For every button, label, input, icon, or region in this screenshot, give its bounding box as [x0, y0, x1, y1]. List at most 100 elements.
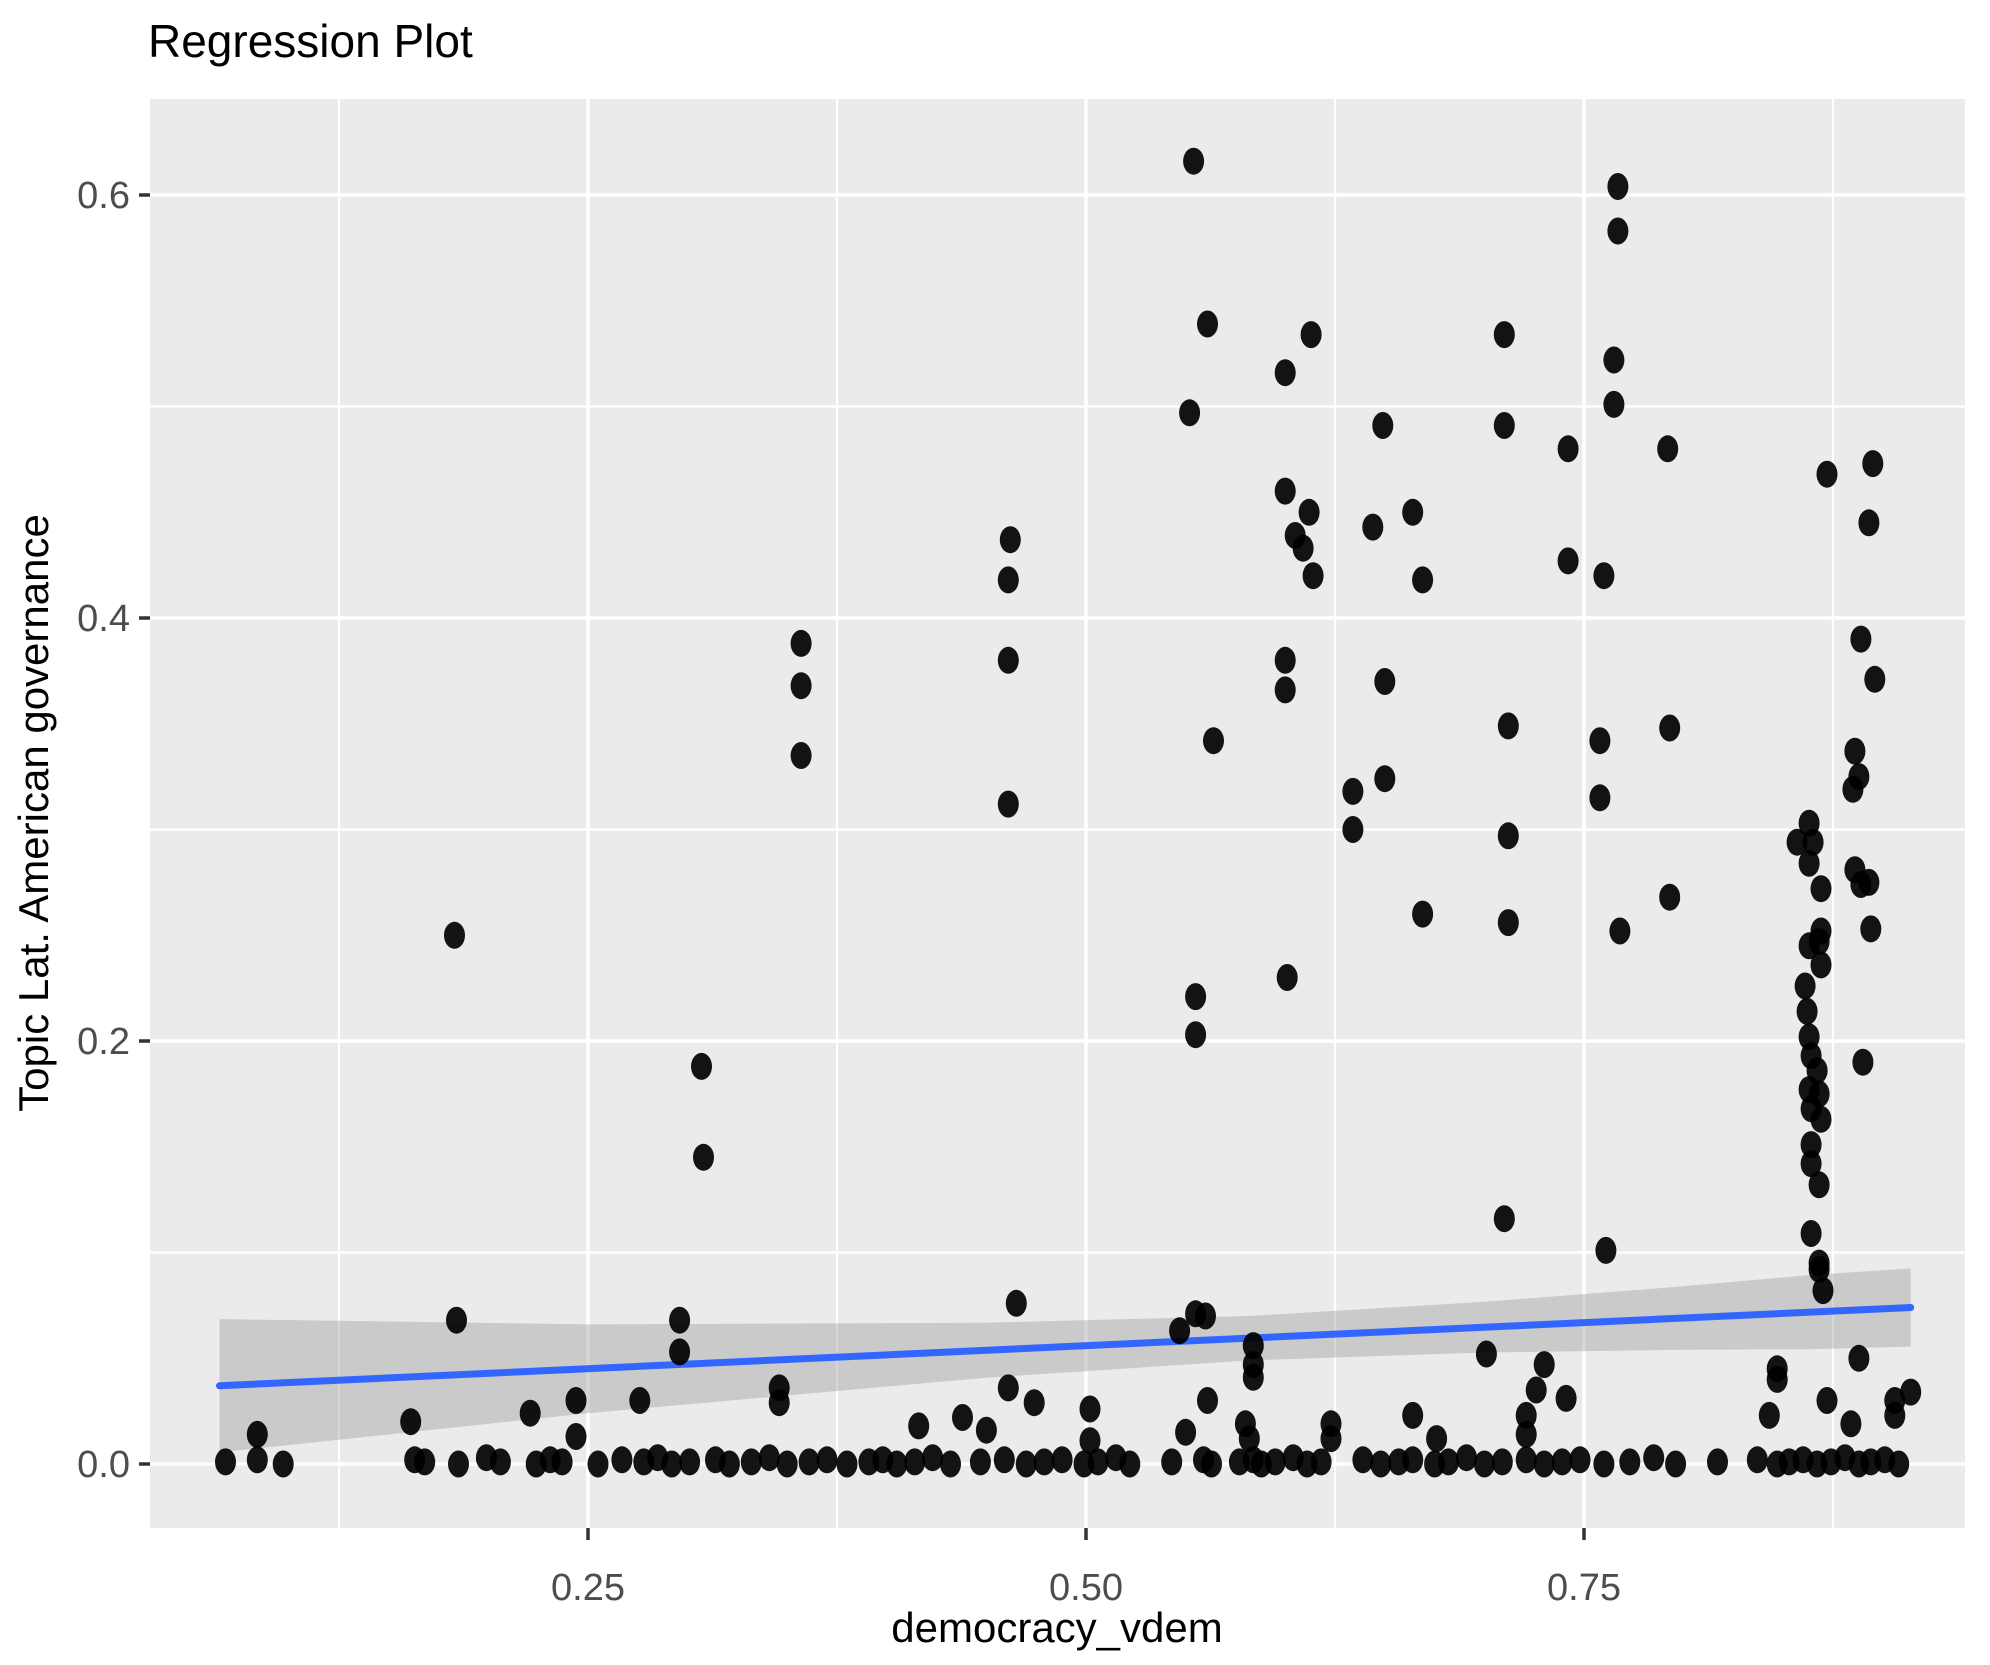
data-point	[1603, 390, 1625, 418]
data-point	[1593, 562, 1615, 590]
data-point	[1842, 775, 1864, 803]
data-point	[414, 1448, 436, 1476]
data-point	[1888, 1450, 1910, 1478]
data-point	[629, 1387, 651, 1414]
data-point	[1402, 1446, 1424, 1474]
data-point	[1884, 1401, 1906, 1429]
data-point	[1844, 737, 1866, 765]
data-point	[886, 1450, 908, 1478]
data-point	[1473, 1450, 1495, 1478]
minor-gridlines	[150, 99, 1965, 1528]
data-point	[1242, 1363, 1264, 1391]
x-tick-label: 0.25	[551, 1567, 625, 1609]
data-point	[1746, 1446, 1768, 1474]
data-point	[669, 1338, 691, 1366]
data-point	[551, 1448, 573, 1476]
data-point	[1800, 1150, 1822, 1178]
y-tick-label: 0.4	[77, 598, 130, 640]
data-point	[1850, 625, 1872, 653]
data-point	[1525, 1376, 1547, 1404]
data-point	[1816, 460, 1838, 488]
data-point	[1197, 310, 1218, 338]
data-point	[693, 1143, 714, 1171]
data-point	[776, 1450, 798, 1478]
data-point	[1816, 1387, 1838, 1414]
data-point	[997, 1374, 1019, 1402]
data-point	[1493, 412, 1515, 439]
data-point	[1264, 1448, 1286, 1476]
data-point	[1659, 714, 1681, 742]
data-point	[1179, 399, 1201, 427]
data-point	[922, 1444, 944, 1472]
data-point	[1302, 562, 1324, 590]
data-point	[1595, 1236, 1617, 1264]
data-point	[1051, 1446, 1073, 1474]
data-point	[1493, 321, 1515, 349]
data-point	[587, 1450, 609, 1478]
data-point	[1320, 1425, 1342, 1453]
data-point	[1300, 321, 1322, 349]
data-point	[1197, 1387, 1218, 1414]
data-point	[1402, 498, 1424, 526]
data-point	[1800, 1220, 1822, 1247]
data-point	[1808, 1171, 1830, 1199]
data-point	[1852, 1048, 1874, 1076]
data-point	[999, 526, 1021, 554]
data-point	[1603, 346, 1625, 374]
data-point	[1607, 217, 1629, 245]
data-point	[1850, 871, 1872, 898]
data-point	[1087, 1448, 1109, 1476]
data-point	[1812, 1277, 1834, 1305]
data-point	[246, 1420, 268, 1448]
data-point	[215, 1448, 236, 1476]
data-point	[1858, 509, 1880, 537]
data-point	[1802, 828, 1824, 856]
data-point	[1657, 435, 1679, 463]
data-point	[246, 1446, 268, 1474]
data-point	[1491, 1448, 1513, 1476]
data-point	[1412, 566, 1434, 594]
data-point	[1900, 1378, 1922, 1406]
data-point	[904, 1448, 926, 1476]
data-point	[1864, 665, 1886, 693]
data-point	[1201, 1450, 1222, 1478]
data-point	[611, 1446, 633, 1474]
data-point	[1274, 676, 1296, 704]
x-axis-title: democracy_vdem	[891, 1604, 1222, 1651]
data-point	[489, 1448, 511, 1476]
data-point	[1533, 1351, 1555, 1379]
data-point	[446, 1306, 467, 1334]
data-point	[1426, 1425, 1448, 1453]
data-point	[669, 1306, 691, 1334]
data-point	[1798, 932, 1820, 960]
data-point	[940, 1450, 961, 1478]
data-point	[1374, 668, 1396, 695]
data-point	[1810, 951, 1832, 979]
data-point	[1589, 727, 1611, 755]
data-point	[1786, 828, 1808, 856]
data-point	[1643, 1444, 1665, 1472]
data-point	[1079, 1395, 1101, 1423]
data-point	[1298, 498, 1320, 526]
scatter-points	[215, 147, 1922, 1478]
data-point	[1195, 1302, 1216, 1330]
data-point	[1374, 765, 1396, 793]
data-point	[993, 1446, 1015, 1474]
data-point	[1860, 915, 1882, 943]
data-point	[758, 1444, 780, 1472]
data-point	[816, 1446, 838, 1474]
data-point	[1515, 1401, 1537, 1429]
data-point	[1569, 1446, 1591, 1474]
data-point	[997, 646, 1019, 674]
data-point	[1796, 997, 1818, 1025]
data-point	[661, 1450, 683, 1478]
data-point	[1800, 1131, 1822, 1159]
data-point	[1707, 1448, 1728, 1476]
data-point	[1810, 875, 1832, 903]
data-point	[1515, 1420, 1537, 1448]
data-point	[565, 1423, 587, 1450]
data-point	[1342, 816, 1364, 843]
data-point	[1175, 1418, 1197, 1446]
data-point	[1659, 883, 1681, 911]
data-point	[1402, 1401, 1424, 1429]
